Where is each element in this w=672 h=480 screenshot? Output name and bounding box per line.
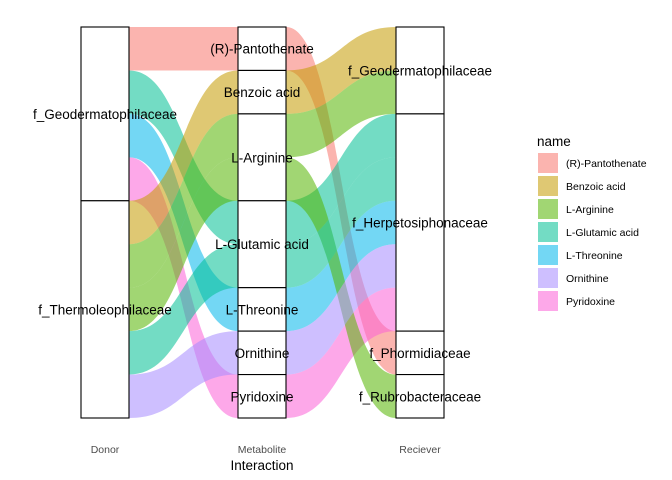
- stratum-label: Ornithine: [235, 346, 290, 361]
- strata-layer: [80, 26, 445, 419]
- x-tick-label: Metabolite: [238, 444, 287, 456]
- stratum-label: L-Glutamic acid: [215, 237, 309, 252]
- legend-key: [538, 291, 558, 311]
- legend-key: [538, 176, 558, 196]
- stratum-label: Pyridoxine: [230, 389, 293, 404]
- flow-band: [129, 70, 238, 245]
- flow-band: [286, 244, 396, 375]
- stratum-label: f_Rubrobacteraceae: [359, 389, 481, 404]
- legend: name (R)-Pantothenate Benzoic acid L-Argin…: [537, 134, 647, 311]
- flow-band: [129, 331, 238, 418]
- stratum-labels: f_Geodermatophilaceae f_Thermoleophilacea…: [33, 42, 492, 405]
- legend-label: (R)-Pantothenate: [566, 158, 647, 170]
- stratum-label: (R)-Pantothenate: [210, 42, 314, 57]
- legend-label: Pyridoxine: [566, 296, 615, 308]
- stratum-box: [237, 69, 287, 115]
- legend-label: L-Glutamic acid: [566, 227, 639, 239]
- legend-key: [538, 199, 558, 219]
- stratum-box: [395, 374, 445, 419]
- legend-label: Benzoic acid: [566, 181, 626, 193]
- x-tick-label: Donor: [91, 444, 120, 456]
- flow-band: [129, 157, 238, 332]
- stratum-label: f_Herpetosiphonaceae: [352, 216, 488, 231]
- x-axis: Donor Metabolite Reciever: [91, 444, 442, 456]
- stratum-box: [395, 330, 445, 376]
- flow-band: [286, 287, 396, 418]
- flow-band: [286, 70, 396, 158]
- flow-band: [286, 27, 396, 114]
- legend-title: name: [537, 134, 571, 149]
- legend-key: [538, 222, 558, 242]
- stratum-label: f_Thermoleophilaceae: [38, 302, 172, 317]
- legend-label: L-Arginine: [566, 204, 614, 216]
- stratum-box: [237, 113, 287, 202]
- legend-label: Ornithine: [566, 273, 609, 285]
- legend-label: L-Threonine: [566, 250, 623, 262]
- legend-key: [538, 153, 558, 173]
- stratum-label: f_Geodermatophilaceae: [33, 107, 177, 122]
- stratum-box: [237, 374, 287, 419]
- legend-key: [538, 268, 558, 288]
- stratum-box: [80, 200, 130, 419]
- stratum-label: L-Threonine: [226, 302, 299, 317]
- x-tick-label: Reciever: [399, 444, 441, 456]
- flow-band: [129, 113, 238, 288]
- stratum-box: [237, 330, 287, 376]
- flow-band: [286, 157, 396, 288]
- stratum-label: f_Phormidiaceae: [369, 346, 470, 361]
- stratum-box: [395, 113, 445, 332]
- legend-key: [538, 245, 558, 265]
- stratum-label: L-Arginine: [231, 150, 293, 165]
- stratum-label: f_Geodermatophilaceae: [348, 63, 492, 78]
- x-axis-title: Interaction: [230, 458, 293, 473]
- stratum-box: [237, 200, 287, 289]
- flow-band: [129, 244, 238, 375]
- stratum-label: Benzoic acid: [224, 85, 301, 100]
- flow-band: [129, 27, 238, 71]
